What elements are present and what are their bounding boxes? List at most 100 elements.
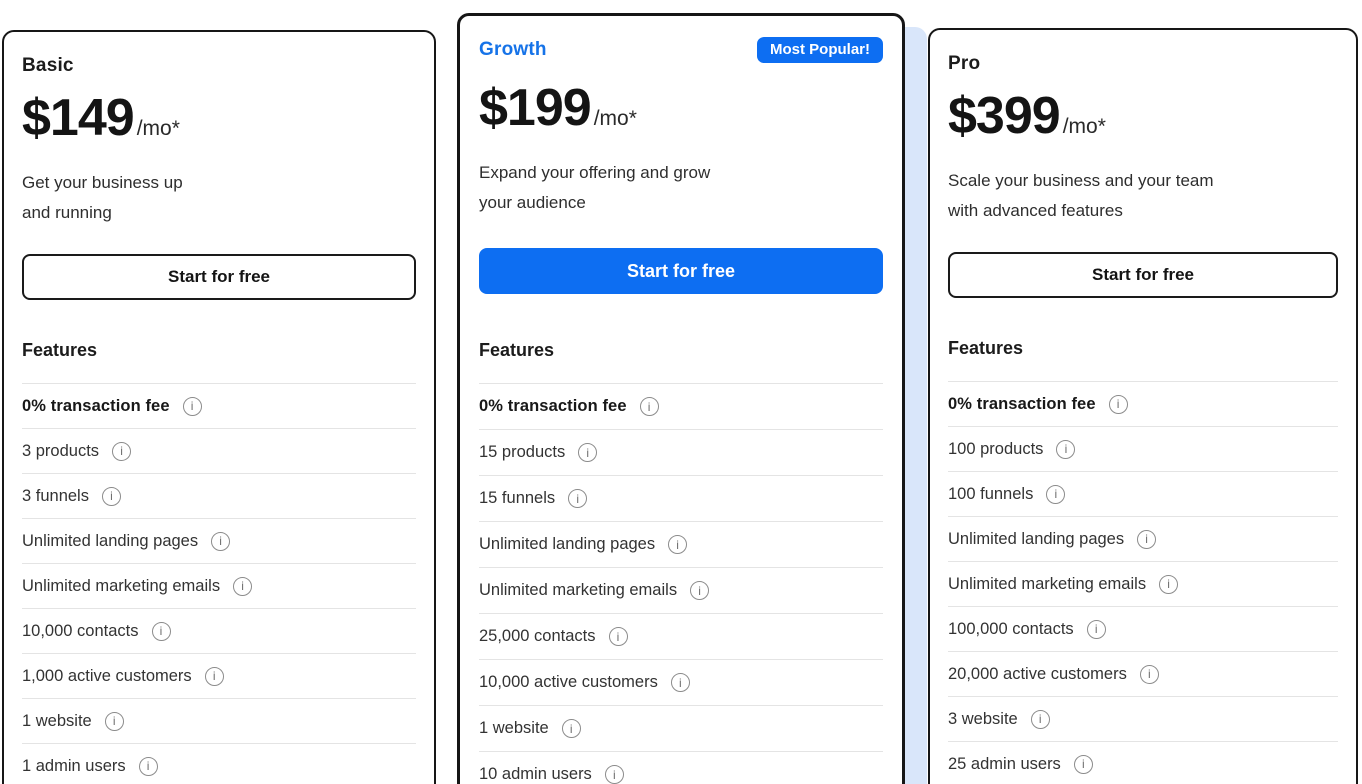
feature-label: 10,000 contacts — [22, 621, 139, 640]
feature-row: 3 products — [22, 429, 416, 474]
feature-label: Unlimited landing pages — [479, 535, 656, 553]
feature-label: 15 funnels — [479, 489, 556, 507]
info-icon[interactable] — [1159, 574, 1179, 594]
info-icon[interactable] — [1046, 484, 1066, 504]
feature-label: 1 website — [22, 711, 92, 730]
features-heading: Features — [479, 340, 555, 360]
info-icon[interactable] — [138, 756, 158, 776]
feature-label: 10,000 active customers — [479, 673, 658, 691]
plan-price-row: $149 /mo* — [22, 92, 416, 144]
plan-header: Basic — [22, 54, 416, 78]
info-icon[interactable] — [204, 666, 224, 686]
start-for-free-button[interactable]: Start for free — [479, 248, 883, 294]
feature-label: 25,000 contacts — [479, 627, 596, 645]
plan-price: $199 — [479, 79, 592, 137]
feature-row: 10 admin users — [479, 752, 883, 784]
info-icon[interactable] — [561, 719, 581, 738]
plan-description: Scale your business and your team with a… — [948, 166, 1338, 226]
plan-price-row: $199 /mo* — [479, 82, 883, 134]
feature-row: 10,000 contacts — [22, 609, 416, 654]
price-period: /mo* — [136, 117, 180, 140]
info-icon[interactable] — [1108, 394, 1128, 414]
plan-description-line: your audience — [479, 193, 586, 212]
feature-label: 25 admin users — [948, 754, 1061, 773]
feature-row: 25,000 contacts — [479, 614, 883, 660]
feature-row: Unlimited marketing emails — [479, 568, 883, 614]
feature-row: 100,000 contacts — [948, 607, 1338, 652]
plan-price: $399 — [948, 87, 1061, 145]
plan-title: Pro — [948, 53, 981, 74]
plan-header: Growth Most Popular! — [479, 37, 883, 63]
feature-label: Unlimited landing pages — [22, 531, 199, 550]
plan-description-line: Expand your offering and grow — [479, 163, 711, 182]
feature-row: 3 funnels — [22, 474, 416, 519]
plan-description-line: Scale your business and your team — [948, 171, 1214, 190]
feature-label: 15 products — [479, 443, 566, 461]
feature-row: 1 website — [479, 706, 883, 752]
feature-label: Unlimited landing pages — [948, 529, 1125, 548]
feature-label: 3 products — [22, 441, 100, 460]
info-icon[interactable] — [112, 441, 132, 461]
feature-row: 1,000 active customers — [22, 654, 416, 699]
feature-row: 1 admin users — [22, 744, 416, 784]
feature-row: Unlimited landing pages — [22, 519, 416, 564]
info-icon[interactable] — [1086, 619, 1106, 639]
plan-card-pro: Pro $399 /mo* Scale your business and yo… — [928, 28, 1358, 784]
info-icon[interactable] — [1056, 439, 1076, 459]
plan-header: Pro — [948, 52, 1338, 76]
feature-row: 0% transaction fee — [948, 382, 1338, 427]
info-icon[interactable] — [104, 711, 124, 731]
feature-label: 3 website — [948, 709, 1018, 728]
feature-label: 1 website — [479, 719, 549, 737]
feature-label: 10 admin users — [479, 765, 592, 783]
feature-label: 1 admin users — [22, 756, 126, 775]
feature-label: Unlimited marketing emails — [948, 574, 1147, 593]
plan-description-line: Get your business up — [22, 173, 183, 192]
start-for-free-button[interactable]: Start for free — [948, 252, 1338, 298]
feature-row: 0% transaction fee — [479, 384, 883, 430]
plan-title: Growth — [479, 39, 547, 60]
info-icon[interactable] — [233, 576, 253, 596]
price-period: /mo* — [1062, 115, 1106, 138]
feature-label: 100,000 contacts — [948, 619, 1074, 638]
feature-row: 0% transaction fee — [22, 384, 416, 429]
info-icon[interactable] — [690, 581, 710, 600]
plan-title: Basic — [22, 55, 74, 76]
info-icon[interactable] — [608, 627, 628, 646]
info-icon[interactable] — [151, 621, 171, 641]
feature-label: 0% transaction fee — [479, 397, 627, 415]
feature-label: 0% transaction fee — [948, 394, 1096, 413]
feature-row: 25 admin users — [948, 742, 1338, 784]
feature-row: 15 funnels — [479, 476, 883, 522]
features-heading: Features — [948, 338, 1024, 358]
feature-label: Unlimited marketing emails — [479, 581, 678, 599]
feature-row: Unlimited landing pages — [479, 522, 883, 568]
plan-description: Get your business up and running — [22, 168, 416, 228]
info-icon[interactable] — [1030, 709, 1050, 729]
info-icon[interactable] — [1073, 754, 1093, 774]
info-icon[interactable] — [604, 765, 624, 784]
start-for-free-button[interactable]: Start for free — [22, 254, 416, 300]
plan-description: Expand your offering and grow your audie… — [479, 158, 883, 218]
most-popular-badge: Most Popular! — [757, 37, 883, 63]
feature-label: Unlimited marketing emails — [22, 576, 221, 595]
features-list: 0% transaction fee 3 products 3 funnels … — [22, 383, 416, 784]
feature-row: 3 website — [948, 697, 1338, 742]
info-icon[interactable] — [578, 443, 598, 462]
info-icon[interactable] — [211, 531, 231, 551]
info-icon[interactable] — [668, 535, 688, 554]
plan-description-line: with advanced features — [948, 201, 1123, 220]
info-icon[interactable] — [568, 489, 588, 508]
info-icon[interactable] — [101, 486, 121, 506]
feature-label: 100 products — [948, 439, 1044, 458]
feature-row: 1 website — [22, 699, 416, 744]
info-icon[interactable] — [639, 397, 659, 416]
info-icon[interactable] — [182, 396, 202, 416]
info-icon[interactable] — [1137, 529, 1157, 549]
feature-row: 10,000 active customers — [479, 660, 883, 706]
feature-label: 0% transaction fee — [22, 396, 170, 415]
info-icon[interactable] — [1139, 664, 1159, 684]
info-icon[interactable] — [670, 673, 690, 692]
feature-label: 20,000 active customers — [948, 664, 1127, 683]
feature-row: 100 products — [948, 427, 1338, 472]
